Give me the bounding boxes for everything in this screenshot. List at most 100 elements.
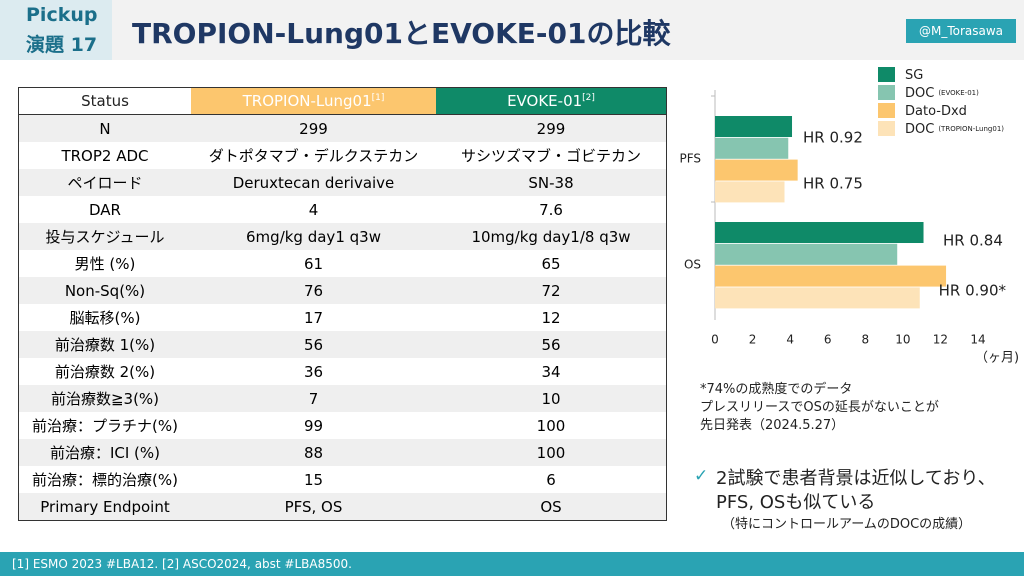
legend-swatch [878, 85, 895, 100]
row: 投与スケジュール 6mg/kg day1 q3w 10mg/kg day1/8 q3… [18, 223, 667, 250]
row: TROP2 ADC ダトポタマブ・デルクステカン サシツズマブ・ゴビテカン [19, 142, 667, 169]
cell: 299 [191, 114, 436, 142]
legend-label: DOC (EVOKE-01) [905, 86, 979, 101]
legend-label: SG [905, 68, 923, 83]
header-cell: TROPION-Lung01[1] [191, 87, 436, 115]
cell: 88 [191, 439, 436, 466]
comparison-table: Status TROPION-Lung01[1] EVOKE-01[2] N 299 29… [18, 87, 667, 521]
cell: PFS, OS [191, 493, 436, 521]
title: TROPION-Lung01とEVOKE-01の比較 [132, 17, 671, 50]
conclusion: 2試験で患者背景は近似しており、 [716, 468, 996, 489]
cell: 36 [303, 362, 324, 381]
legend-label: Dato-Dxd [905, 104, 967, 119]
bar [715, 287, 920, 309]
cell: Deruxtecan derivaive [191, 169, 436, 196]
x-tick-label: 12 [933, 333, 948, 347]
row: 前治療：標的治療(%) 15 6 [19, 466, 667, 493]
bar [715, 116, 793, 137]
cell: 前治療：ICI (%) [18, 439, 191, 466]
row: 前治療数 1(%) 56 56 [18, 331, 667, 358]
tag-box [0, 0, 112, 60]
cell: 7 [191, 385, 436, 412]
header-cell: EVOKE-01[2] [436, 87, 667, 115]
cell: Non-Sq(%) [18, 277, 191, 304]
legend-swatch [878, 103, 895, 118]
header-band [0, 0, 1024, 60]
legend-name: DOC [905, 122, 934, 137]
header-cell: Status [18, 87, 191, 115]
row: 前治療：プラチナ(%) 99 100 [19, 412, 667, 439]
cell: 76 [191, 277, 436, 304]
row: ペイロード Deruxtecan derivaive SN-38 [18, 169, 667, 196]
x-tick-label: 8 [861, 333, 869, 347]
legend-label: DOC (TROPION-Lung01) [905, 122, 1004, 137]
cell: ペイロード [18, 169, 191, 196]
legend-name: SG [905, 68, 923, 83]
cell: 前治療数≧3(%) [18, 385, 191, 412]
cell: 投与スケジュール [18, 223, 191, 250]
bar [715, 137, 789, 159]
header-text: Status [81, 92, 129, 110]
row: N 299 299 [18, 114, 667, 142]
category-label: OS [684, 258, 701, 272]
cell: 34 [541, 362, 561, 381]
cell: 100 [436, 439, 667, 466]
cell: サシツズマブ・ゴビテカン [460, 147, 641, 165]
note: *74%の成熟度でのデータ [700, 382, 853, 397]
row: 前治療：ICI (%) 88 100 [18, 439, 667, 466]
tag: Pickup [26, 4, 98, 26]
hr-annotation: HR 0.92 [803, 129, 863, 147]
bar [715, 265, 947, 287]
legend-note: (EVOKE-01) [938, 89, 979, 97]
cell: 72 [436, 277, 667, 304]
x-unit: （ヶ月) [975, 351, 1019, 366]
cell: 56 [436, 331, 667, 358]
hr-annotation: HR 0.75 [803, 175, 863, 193]
row: 前治療数 2(%) 36 34 [19, 358, 667, 385]
cell: 100 [536, 416, 566, 435]
category-label: PFS [679, 152, 701, 166]
bar [715, 243, 898, 265]
cell: 6 [546, 470, 556, 489]
legend-swatch [878, 121, 895, 136]
legend-note: (TROPION-Lung01) [938, 125, 1004, 133]
cell: 脳転移(%) [69, 309, 141, 327]
hr-annotation: HR 0.84 [943, 232, 1003, 250]
x-tick-label: 2 [749, 333, 757, 347]
cell: 12 [541, 308, 561, 327]
cell: 男性 (%) [74, 255, 136, 273]
bar [715, 222, 924, 243]
cell: 6mg/kg day1 q3w [191, 223, 436, 250]
cell: 10 [436, 385, 667, 412]
bar [715, 159, 798, 181]
cell: Primary Endpoint [18, 493, 191, 521]
x-tick-label: 6 [824, 333, 832, 347]
row: 脳転移(%) 17 12 [19, 304, 667, 331]
check-mark: ✓ [694, 466, 709, 486]
cell: 15 [303, 470, 324, 489]
handle: @M_Torasawa [906, 19, 1016, 43]
cell: TROP2 ADC [61, 146, 149, 165]
reference: [2] [582, 93, 595, 103]
cell: 前治療：プラチナ(%) [32, 417, 178, 435]
header-text: EVOKE-01 [507, 92, 583, 110]
cell: 61 [303, 254, 324, 273]
row: Primary Endpoint PFS, OS OS [18, 493, 667, 521]
x-tick-label: 14 [970, 333, 985, 347]
legend-name: DOC [905, 86, 934, 101]
legend-name: Dato-Dxd [905, 104, 967, 119]
conclusion-sub: （特にコントロールアームのDOCの成績） [722, 517, 972, 532]
header-row: Status TROPION-Lung01[1] EVOKE-01[2] [18, 87, 667, 115]
cell: DAR [89, 200, 121, 219]
row: Non-Sq(%) 76 72 [18, 277, 667, 304]
x-tick-label: 4 [786, 333, 794, 347]
cell: 65 [541, 254, 561, 273]
abstract-number: 演題 17 [26, 34, 98, 56]
cell: 56 [191, 331, 436, 358]
cell: 99 [303, 416, 324, 435]
note: プレスリリースでOSの延長がないことが [700, 400, 939, 415]
note: 先日発表（2024.5.27） [700, 418, 845, 433]
reference: [1] [371, 93, 385, 103]
bar [715, 181, 785, 203]
